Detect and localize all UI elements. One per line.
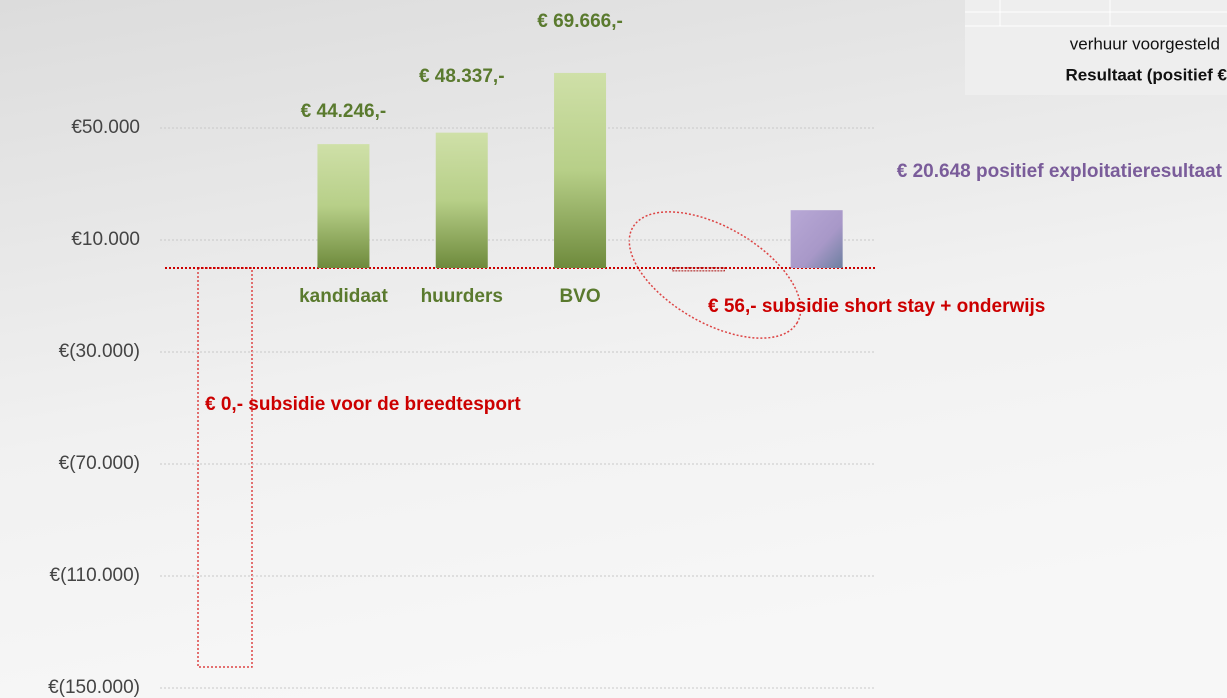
legend-entry: Resultaat (positief €	[1065, 65, 1227, 84]
bar	[317, 144, 370, 268]
data-label: € 0,- subsidie voor de breedtesport	[205, 394, 521, 415]
bar	[790, 210, 843, 268]
data-label: € 56,- subsidie short stay + onderwijs	[708, 296, 1045, 317]
y-tick-label: €(110.000)	[50, 565, 141, 586]
y-tick-label: €50.000	[71, 117, 140, 138]
bar	[554, 72, 607, 268]
bar	[671, 267, 725, 272]
y-tick-label: €10.000	[71, 229, 140, 250]
y-tick-label: €(30.000)	[59, 341, 140, 362]
data-label: € 69.666,-	[537, 11, 623, 32]
data-label: € 48.337,-	[419, 66, 505, 87]
legend-table: verhuur voorgesteld Resultaat (positief …	[965, 0, 1227, 95]
y-tick-label: €(150.000)	[48, 677, 140, 698]
x-tick-label: huurders	[421, 286, 503, 307]
highlight-box	[197, 267, 253, 668]
legend-box	[965, 0, 1227, 95]
bar	[435, 132, 488, 268]
legend-entry: verhuur voorgesteld	[1070, 34, 1220, 53]
x-tick-label: kandidaat	[299, 286, 388, 307]
data-label: € 20.648 positief exploitatieresultaat	[897, 161, 1223, 182]
data-label: € 44.246,-	[301, 101, 387, 122]
y-tick-label: €(70.000)	[59, 453, 140, 474]
x-tick-label: BVO	[559, 286, 600, 307]
highlight-ellipse	[628, 211, 802, 339]
